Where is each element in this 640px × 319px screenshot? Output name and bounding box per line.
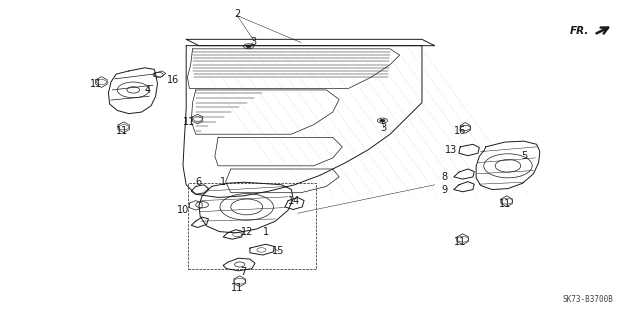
Text: 15: 15	[273, 246, 285, 256]
Text: 11: 11	[231, 283, 243, 293]
Text: 3: 3	[381, 123, 387, 133]
Text: 11: 11	[116, 126, 129, 136]
Text: 5: 5	[521, 151, 527, 161]
Text: 13: 13	[445, 145, 457, 155]
Text: 14: 14	[289, 196, 301, 206]
Text: 11: 11	[499, 199, 511, 209]
Text: 11: 11	[183, 116, 195, 127]
Text: 1: 1	[220, 177, 226, 187]
Text: 11: 11	[90, 78, 102, 89]
Text: 16: 16	[167, 76, 180, 85]
Text: 16: 16	[454, 126, 467, 136]
Text: SK73-B3700B: SK73-B3700B	[563, 295, 613, 304]
Text: 12: 12	[241, 227, 253, 237]
Text: 6: 6	[196, 177, 202, 187]
Text: 7: 7	[241, 267, 246, 277]
Text: 3: 3	[250, 38, 256, 48]
Text: FR.: FR.	[570, 26, 589, 36]
Text: 10: 10	[177, 205, 189, 215]
Text: 2: 2	[234, 9, 240, 19]
Text: 4: 4	[145, 85, 151, 95]
Text: 11: 11	[454, 237, 467, 247]
Text: 1: 1	[263, 227, 269, 237]
Circle shape	[246, 45, 251, 48]
Text: 9: 9	[441, 184, 447, 195]
Text: 8: 8	[441, 172, 447, 182]
Circle shape	[380, 119, 385, 122]
Bar	[188, 183, 316, 269]
